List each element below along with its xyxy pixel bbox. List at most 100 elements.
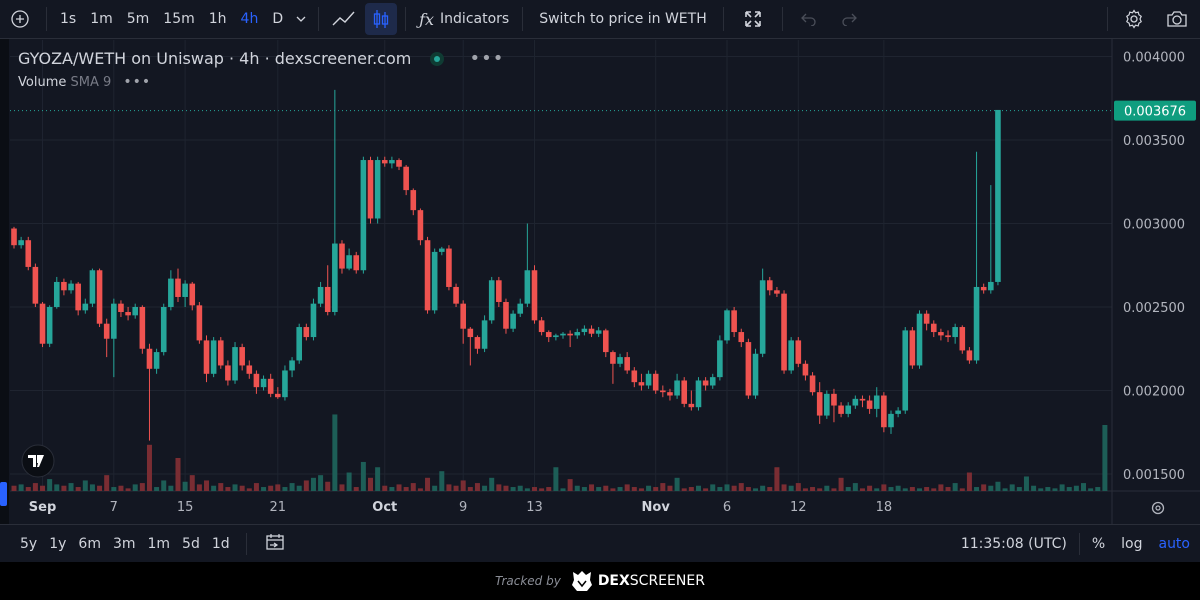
interval-15m[interactable]: 15m [163, 11, 195, 27]
volume-bar [303, 480, 309, 491]
volume-bar [760, 485, 766, 491]
settings-button[interactable] [1114, 0, 1154, 38]
chart-area[interactable]: 0.004000 0.003500 0.003000 0.002500 0.002000… [0, 39, 1200, 524]
volume-bar [938, 484, 944, 491]
candle-body [61, 281, 67, 291]
more-options-icon[interactable]: ••• [469, 48, 505, 69]
indicators-button[interactable]: ƒx Indicators [412, 0, 516, 38]
volume-bar [54, 484, 60, 491]
candle-body [146, 348, 153, 369]
volume-bar [389, 487, 395, 491]
volume-bar [68, 483, 74, 491]
range-1y[interactable]: 1y [49, 535, 67, 552]
volume-bar [1038, 488, 1044, 491]
volume-bar [446, 484, 452, 491]
undo-button[interactable] [789, 0, 829, 38]
line-chart-button[interactable] [325, 0, 363, 38]
clock-time[interactable]: 11:35:08 (UTC) [960, 535, 1067, 552]
volume-bar [888, 487, 894, 491]
volume-bar [824, 485, 830, 491]
volume-bar [132, 484, 138, 491]
percent-toggle[interactable]: % [1091, 535, 1106, 552]
goto-date-button[interactable] [257, 533, 293, 555]
range-3m[interactable]: 3m [112, 535, 136, 552]
volume-bar [396, 484, 402, 491]
candle-body [339, 243, 345, 269]
candle-body [602, 330, 609, 353]
volume-bar [745, 487, 751, 491]
indicators-label: Indicators [440, 11, 510, 27]
volume-bar [974, 487, 980, 491]
interval-dropdown[interactable] [290, 0, 312, 38]
volume-bar [510, 487, 516, 491]
volume-bar [981, 484, 987, 491]
interval-1s[interactable]: 1s [60, 11, 77, 27]
candle-body [752, 353, 759, 396]
bottom-divider [245, 532, 247, 555]
log-toggle[interactable]: log [1121, 535, 1143, 552]
volume-legend: Volume SMA 9 ••• [18, 74, 151, 90]
auto-toggle[interactable]: auto [1158, 535, 1190, 552]
candle-body [246, 365, 253, 374]
volume-bar [425, 477, 431, 491]
volume-bar [810, 487, 816, 491]
volume-bar [781, 484, 787, 491]
volume-bar [1052, 488, 1058, 491]
interval-5m[interactable]: 5m [126, 11, 150, 27]
screenshot-button[interactable] [1154, 0, 1200, 38]
candle-body [959, 327, 966, 351]
range-1m[interactable]: 1m [147, 535, 171, 552]
candle-body [275, 393, 281, 398]
volume-bar [1059, 484, 1065, 491]
switch-price-button[interactable]: Switch to price in WETH [539, 11, 707, 27]
candlestick-chart[interactable]: 0.004000 0.003500 0.003000 0.002500 0.002000… [0, 39, 1200, 524]
volume-bar [1102, 425, 1108, 491]
candle-body [111, 303, 117, 339]
candle-body [852, 398, 859, 406]
add-symbol-button[interactable] [0, 0, 40, 38]
volume-bar [931, 488, 937, 491]
volume-bar [310, 477, 316, 491]
range-1d[interactable]: 1d [211, 535, 230, 552]
volume-bar [47, 479, 53, 491]
volume-bar [1045, 487, 1051, 491]
candle-body [945, 335, 951, 338]
pair-title: GYOZA/WETH on Uniswap · 4h · dexscreener… [18, 49, 412, 68]
interval-1h[interactable]: 1h [208, 11, 227, 27]
candle-body [916, 313, 923, 366]
volume-more-icon[interactable]: ••• [123, 74, 152, 90]
candle-body [132, 307, 139, 316]
volume-bar [432, 485, 438, 491]
interval-1m[interactable]: 1m [90, 11, 113, 27]
candle-body [324, 286, 331, 313]
volume-bar [1088, 488, 1094, 491]
volume-bar [710, 484, 716, 491]
candle-body [802, 363, 809, 376]
candle-body [560, 333, 566, 336]
volume-bar [653, 487, 659, 491]
candle-chart-button[interactable] [365, 3, 398, 35]
calendar-goto-icon [265, 533, 284, 550]
candle-body [82, 303, 89, 311]
candle-body [346, 255, 352, 269]
footer: Tracked by DEX SCREENER [0, 562, 1200, 600]
volume-bar [97, 485, 103, 491]
volume-bar [375, 467, 381, 491]
range-5d[interactable]: 5d [182, 535, 200, 552]
volume-bar [646, 485, 652, 491]
volume-bar [624, 484, 630, 491]
candle-body [881, 395, 887, 428]
redo-button[interactable] [829, 0, 869, 38]
interval-d[interactable]: D [272, 11, 284, 27]
candle-body [980, 286, 987, 291]
fullscreen-button[interactable] [730, 0, 776, 38]
volume-bar [681, 488, 687, 491]
candle-body [545, 332, 552, 338]
interval-4h[interactable]: 4h [240, 11, 259, 27]
volume-bar [175, 458, 181, 491]
volume-bar [296, 485, 302, 491]
range-5y[interactable]: 5y [20, 535, 38, 552]
candle-body [317, 286, 324, 304]
range-6m[interactable]: 6m [78, 535, 101, 552]
volume-bar [731, 485, 737, 491]
